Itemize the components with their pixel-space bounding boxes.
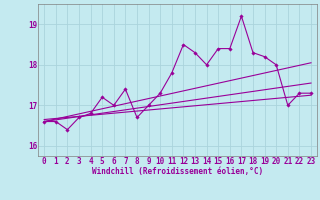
X-axis label: Windchill (Refroidissement éolien,°C): Windchill (Refroidissement éolien,°C)	[92, 167, 263, 176]
